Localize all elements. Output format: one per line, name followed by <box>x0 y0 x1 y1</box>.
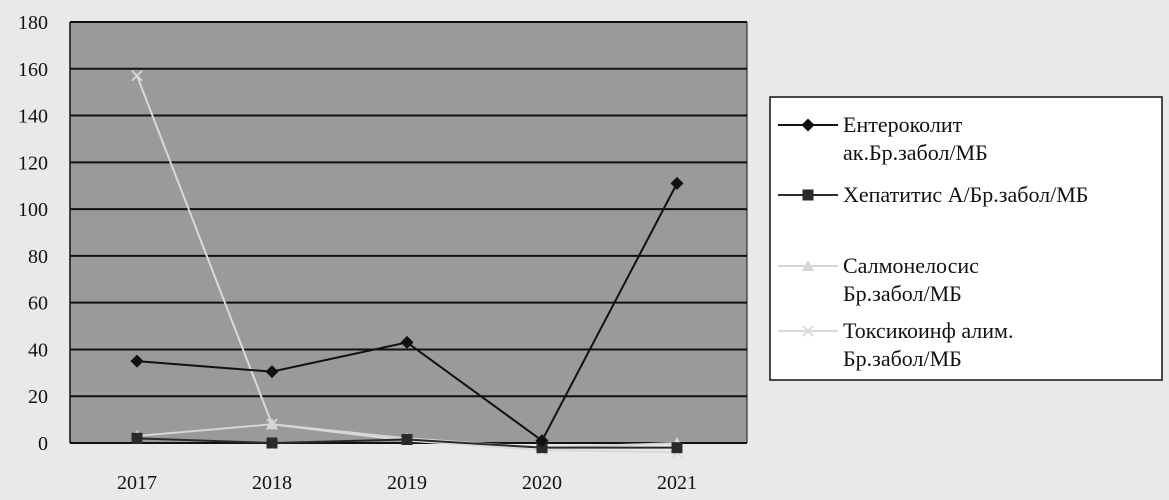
data-point <box>802 189 814 201</box>
legend-box <box>769 96 1163 381</box>
legend: Ентероколит ак.Бр.забол/МБ Хепатитис А/Бр.… <box>778 112 1088 371</box>
data-point <box>266 418 278 430</box>
y-tick-label: 180 <box>18 12 48 34</box>
data-point <box>400 335 414 349</box>
y-tick-label: 40 <box>28 339 48 361</box>
data-point <box>265 365 279 379</box>
series-diamond <box>130 176 684 448</box>
y-axis-ticks: 0 20 40 60 80 100 120 140 160 180 <box>18 12 48 455</box>
series-lines <box>130 70 684 458</box>
x-tick-label: 2018 <box>252 472 292 494</box>
y-tick-label: 100 <box>18 199 48 221</box>
data-point <box>266 437 278 449</box>
legend-label: Бр.забол/МБ <box>843 346 962 371</box>
data-point <box>130 354 144 368</box>
legend-label: Хепатитис А/Бр.забол/МБ <box>843 182 1088 207</box>
plot-area <box>70 22 747 443</box>
legend-label: Бр.забол/МБ <box>843 281 962 306</box>
data-point <box>131 432 143 444</box>
y-tick-label: 0 <box>38 433 48 455</box>
legend-label: ак.Бр.забол/МБ <box>843 140 988 165</box>
x-tick-label: 2021 <box>657 472 697 494</box>
data-point <box>670 176 684 190</box>
x-tick-label: 2017 <box>117 472 157 494</box>
gridlines <box>69 21 748 444</box>
legend-label: Салмонелосис <box>843 253 979 278</box>
series-square <box>131 432 683 454</box>
y-tick-label: 120 <box>18 152 48 174</box>
data-point <box>802 325 814 337</box>
legend-entry: Ентероколит ак.Бр.забол/МБ <box>778 112 988 165</box>
y-tick-label: 140 <box>18 106 48 128</box>
data-point <box>671 442 683 454</box>
y-tick-label: 80 <box>28 246 48 268</box>
x-axis-ticks: 2017 2018 2019 2020 2021 <box>117 472 697 494</box>
data-point <box>535 434 549 448</box>
legend-entry: Хепатитис А/Бр.забол/МБ <box>778 182 1088 207</box>
x-tick-label: 2020 <box>522 472 562 494</box>
legend-entry: Салмонелосис Бр.забол/МБ <box>778 253 979 306</box>
y-tick-label: 20 <box>28 386 48 408</box>
data-point <box>131 70 143 82</box>
y-tick-label: 160 <box>18 59 48 81</box>
data-point <box>802 260 814 271</box>
data-point <box>401 433 413 445</box>
legend-entry: Токсикоинф алим. Бр.забол/МБ <box>778 318 1013 371</box>
y-tick-label: 60 <box>28 293 48 315</box>
x-tick-label: 2019 <box>387 472 427 494</box>
legend-label: Ентероколит <box>843 112 963 137</box>
legend-label: Токсикоинф алим. <box>843 318 1013 343</box>
data-point <box>536 442 548 454</box>
data-point <box>801 118 815 132</box>
